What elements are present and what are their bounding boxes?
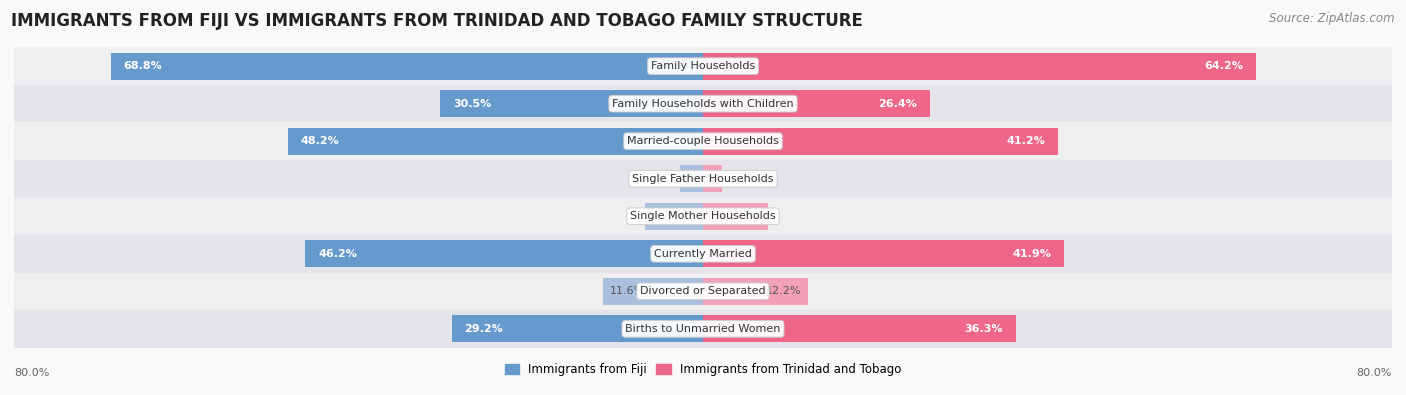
Bar <box>603 278 703 305</box>
Bar <box>703 278 808 305</box>
Bar <box>451 315 703 342</box>
Bar <box>703 53 1256 80</box>
Text: 41.2%: 41.2% <box>1007 136 1045 146</box>
Text: 36.3%: 36.3% <box>965 324 1002 334</box>
Text: 30.5%: 30.5% <box>453 99 492 109</box>
Text: 41.9%: 41.9% <box>1012 249 1050 259</box>
Bar <box>14 85 1392 122</box>
Text: Family Households with Children: Family Households with Children <box>612 99 794 109</box>
Bar <box>14 310 1392 348</box>
Text: Single Father Households: Single Father Households <box>633 174 773 184</box>
Bar <box>703 240 1064 267</box>
Text: IMMIGRANTS FROM FIJI VS IMMIGRANTS FROM TRINIDAD AND TOBAGO FAMILY STRUCTURE: IMMIGRANTS FROM FIJI VS IMMIGRANTS FROM … <box>11 12 863 30</box>
Bar <box>14 160 1392 198</box>
Bar <box>14 235 1392 273</box>
Text: 68.8%: 68.8% <box>124 61 162 71</box>
Text: Currently Married: Currently Married <box>654 249 752 259</box>
Bar <box>14 273 1392 310</box>
Text: Family Households: Family Households <box>651 61 755 71</box>
Text: Single Mother Households: Single Mother Households <box>630 211 776 221</box>
Bar <box>703 165 721 192</box>
Bar <box>288 128 703 155</box>
Text: Divorced or Separated: Divorced or Separated <box>640 286 766 296</box>
Text: Source: ZipAtlas.com: Source: ZipAtlas.com <box>1270 12 1395 25</box>
Text: 6.7%: 6.7% <box>652 211 681 221</box>
Text: 46.2%: 46.2% <box>318 249 357 259</box>
Legend: Immigrants from Fiji, Immigrants from Trinidad and Tobago: Immigrants from Fiji, Immigrants from Tr… <box>501 358 905 381</box>
Bar <box>703 315 1015 342</box>
Text: 26.4%: 26.4% <box>879 99 918 109</box>
Bar <box>679 165 703 192</box>
Text: 11.6%: 11.6% <box>610 286 645 296</box>
Text: 2.7%: 2.7% <box>686 174 716 184</box>
Text: 80.0%: 80.0% <box>1357 368 1392 378</box>
Bar <box>305 240 703 267</box>
Bar <box>703 128 1057 155</box>
Bar <box>14 122 1392 160</box>
Text: 48.2%: 48.2% <box>301 136 340 146</box>
Text: 2.2%: 2.2% <box>686 174 716 184</box>
Bar <box>14 198 1392 235</box>
Text: Married-couple Households: Married-couple Households <box>627 136 779 146</box>
Text: 12.2%: 12.2% <box>766 286 801 296</box>
Text: 7.6%: 7.6% <box>733 211 762 221</box>
Text: 64.2%: 64.2% <box>1204 61 1243 71</box>
Bar <box>703 203 769 230</box>
Text: 80.0%: 80.0% <box>14 368 49 378</box>
Bar <box>703 90 931 117</box>
Text: Births to Unmarried Women: Births to Unmarried Women <box>626 324 780 334</box>
Bar <box>111 53 703 80</box>
Text: 29.2%: 29.2% <box>464 324 503 334</box>
Bar <box>645 203 703 230</box>
Bar <box>440 90 703 117</box>
Bar <box>14 47 1392 85</box>
